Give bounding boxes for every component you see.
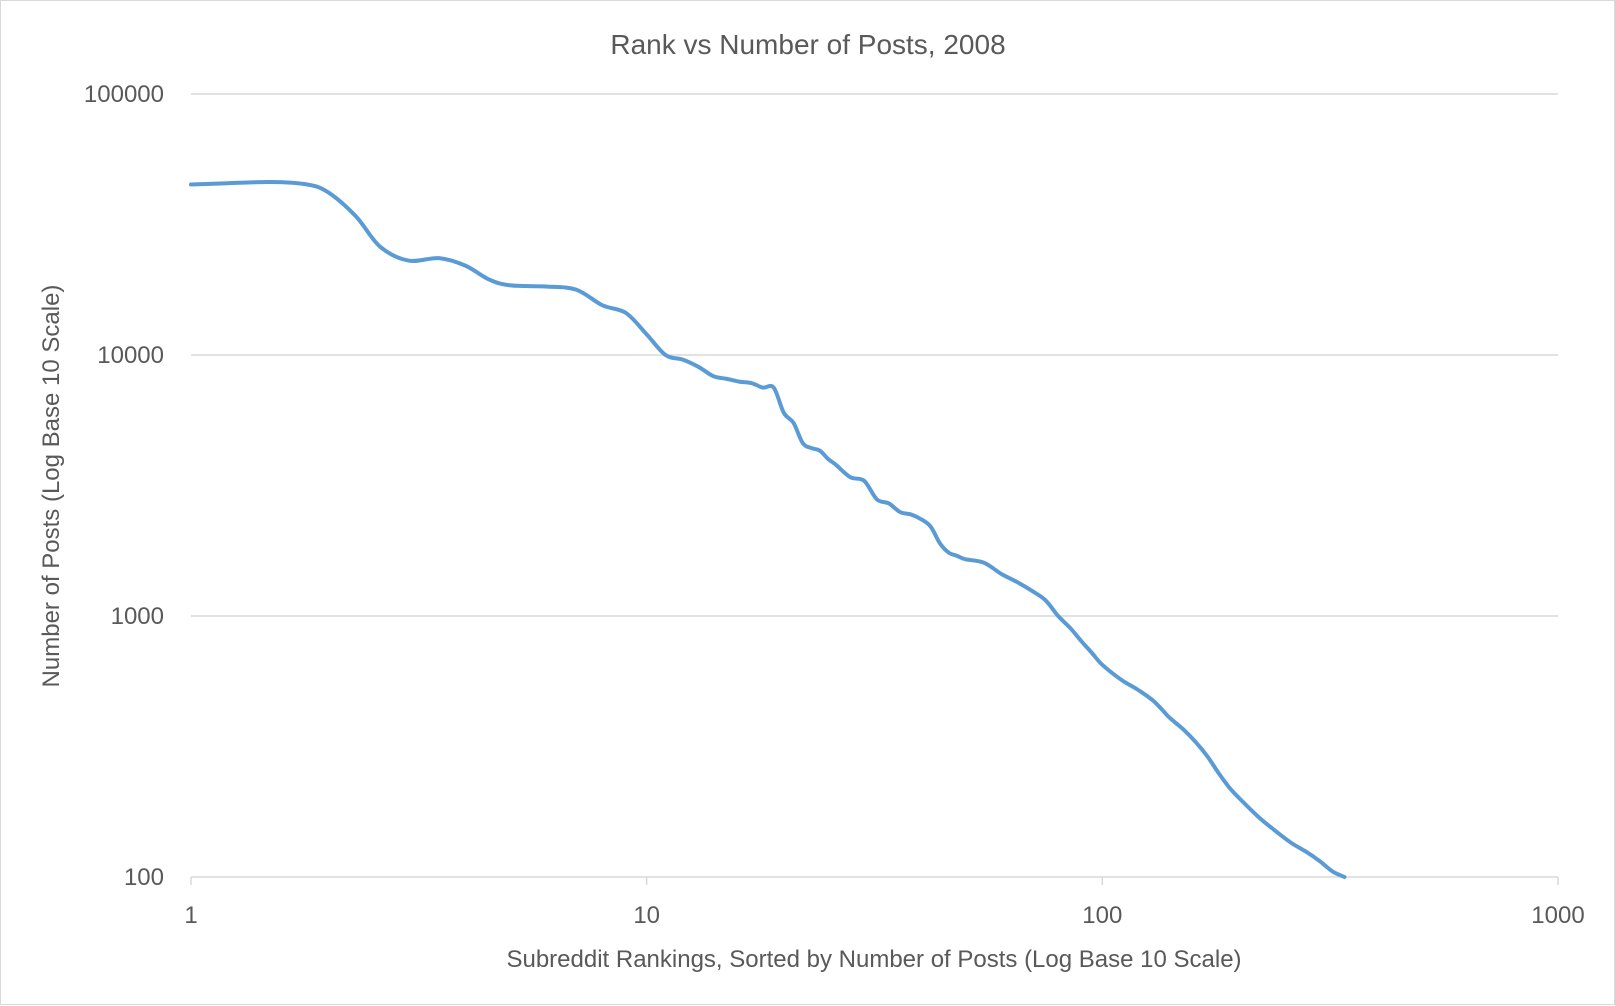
y-tick-label: 100000	[84, 81, 164, 108]
gridlines	[190, 93, 1559, 885]
y-tick-label: 1000	[111, 603, 164, 630]
y-axis-label: Number of Posts (Log Base 10 Scale)	[38, 285, 65, 688]
x-tick-label: 100	[1082, 902, 1122, 929]
series-line	[189, 179, 1347, 879]
x-tick-label: 1000	[1531, 902, 1584, 929]
y-tick-label: 100	[124, 864, 164, 891]
x-tick-label: 1	[184, 902, 197, 929]
x-axis-label: Subreddit Rankings, Sorted by Number of …	[506, 946, 1241, 973]
tick-labels: 100 1000 10000 100000 1 10 100 1000	[84, 81, 1585, 929]
series-layer	[189, 179, 1347, 879]
y-tick-label: 10000	[97, 342, 164, 369]
chart-title: Rank vs Number of Posts, 2008	[610, 29, 1005, 60]
x-tick-label: 10	[633, 902, 660, 929]
